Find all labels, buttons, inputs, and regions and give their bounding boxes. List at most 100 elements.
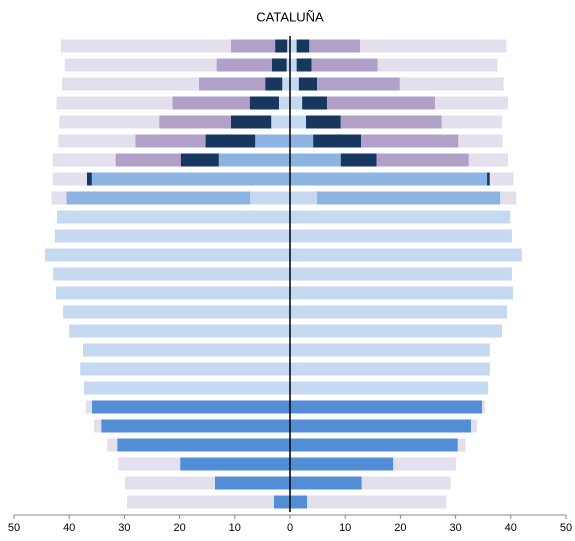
x-tick-label: 30 [118,522,130,534]
bar-segment [458,134,503,148]
bar-segment [135,134,206,148]
bar-segment [250,191,290,205]
bar-segment [441,115,502,129]
bar-segment [52,153,116,167]
bar-segment [271,58,287,72]
bar-segment [290,400,483,414]
bar-segment [84,381,290,395]
bar-segment [290,210,511,224]
bar-segment [290,248,522,262]
bar-segment [309,39,361,53]
bar-segment [58,134,136,148]
bar-segment [290,419,472,433]
bar-segment [94,419,102,433]
x-tick-label: 50 [8,522,20,534]
bar-segment [57,210,290,224]
x-tick-label: 20 [394,522,406,534]
x-tick-label: 0 [287,522,293,534]
bar-segment [63,305,291,319]
bar-segment [214,476,290,490]
bar-segment [85,400,92,414]
bar-segment [435,96,509,110]
bar-segment [91,172,290,186]
bar-segment [59,115,160,129]
bar-segment [249,96,279,110]
bar-segment [290,343,490,357]
bar-segment [64,58,217,72]
bar-segment [275,39,288,53]
chart-title: CATALUÑA [256,9,324,24]
bar-segment [117,438,290,452]
bar-segment [80,362,291,376]
x-tick-label: 40 [505,522,517,534]
x-tick-label: 10 [339,522,351,534]
bar-segment [180,153,219,167]
bar-segment [377,58,498,72]
bar-segment [340,115,442,129]
bar-segment [290,267,512,281]
bar-segment [290,324,502,338]
bar-segment [500,191,517,205]
bar-segment [107,438,118,452]
bar-segment [290,39,297,53]
bar-segment [487,172,490,186]
bar-segment [290,58,297,72]
bar-segment [51,191,67,205]
bar-segment [290,191,318,205]
x-tick-label: 30 [449,522,461,534]
bar-segment [290,115,307,129]
bar-segment [313,134,362,148]
bar-segment [471,419,478,433]
bar-segment [302,96,327,110]
bar-segment [54,229,291,243]
bar-segment [205,134,256,148]
bar-segment [399,77,504,91]
bar-segment [278,96,290,110]
bar-segment [296,39,310,53]
bar-segment [361,476,451,490]
bar-segment [101,419,290,433]
bar-segment [296,58,312,72]
bar-segment [317,77,400,91]
bar-segment [60,39,231,53]
bar-segment [290,457,394,471]
bar-segment [468,153,509,167]
bar-segment [290,438,458,452]
x-tick-label: 20 [173,522,185,534]
bar-segment [118,457,181,471]
bar-segment [326,96,436,110]
bar-segment [290,495,308,509]
bar-segment [55,286,291,300]
bar-segment [290,286,514,300]
bar-segment [124,476,215,490]
bar-segment [290,153,341,167]
bar-segment [44,248,290,262]
bar-segment [56,96,173,110]
bar-segment [230,115,272,129]
bar-segment [489,172,514,186]
bar-segment [340,153,377,167]
bar-segment [290,305,507,319]
bar-segment [290,229,512,243]
bar-segment [69,324,290,338]
bar-segment [216,58,272,72]
bar-segment [298,77,318,91]
bar-segment [180,457,290,471]
bar-segment [482,400,485,414]
bar-segment [290,96,303,110]
bar-segment [286,58,290,72]
x-tick-label: 40 [63,522,75,534]
bar-segment [307,495,447,509]
bar-segment [282,77,290,91]
bar-segment [198,77,266,91]
bar-segment [290,476,362,490]
bar-segment [361,134,459,148]
bar-segment [83,343,290,357]
bar-segment [127,495,274,509]
bar-segment [360,39,507,53]
bar-segment [271,115,290,129]
bar-segment [255,134,290,148]
bar-segment [265,77,283,91]
bar-segment [393,457,457,471]
